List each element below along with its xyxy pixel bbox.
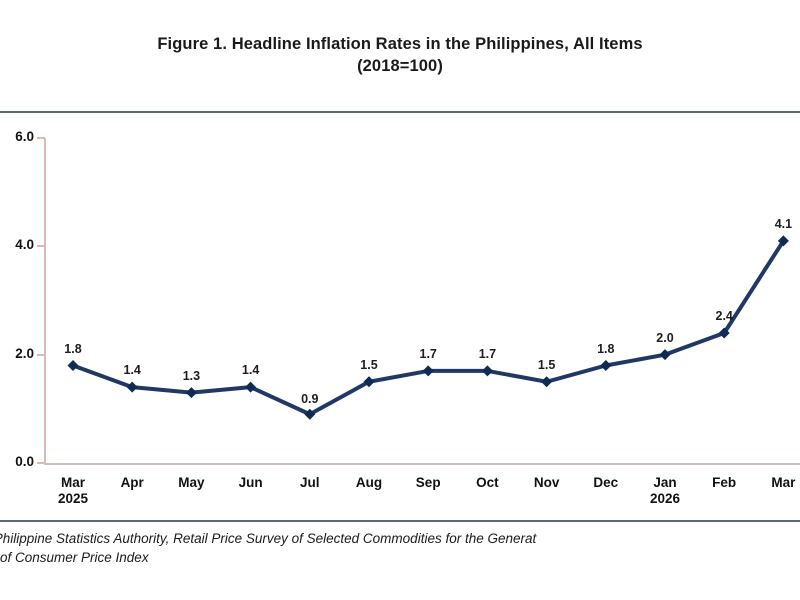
plot-area: In Percent 0.02.04.06.0 Mar2025AprMayJun… xyxy=(0,112,800,520)
x-axis-line xyxy=(44,463,800,465)
series-markers xyxy=(67,235,789,420)
x-axis-label: May xyxy=(178,475,204,491)
x-axis-label: Nov xyxy=(534,475,560,491)
x-axis-label: Aug xyxy=(356,475,382,491)
data-point-label: 0.9 xyxy=(301,392,319,407)
x-axis-label: Dec xyxy=(593,475,618,491)
series-marker xyxy=(185,387,197,399)
data-point-label: 2.4 xyxy=(715,309,733,323)
series-marker xyxy=(304,408,316,420)
data-point-label: 1.4 xyxy=(241,363,260,378)
x-axis-label: Mar 2025 xyxy=(58,475,88,507)
top-divider xyxy=(0,111,800,113)
x-axis-label-month: Mar xyxy=(771,475,796,490)
series-marker xyxy=(245,381,257,393)
x-axis-label-month: May xyxy=(178,475,205,490)
x-axis-label-month: Jan xyxy=(653,475,677,490)
series-marker xyxy=(363,376,375,388)
x-axis-label-month: Jun xyxy=(238,475,263,490)
x-axis-label: Apr xyxy=(121,475,144,491)
y-axis-tick-label: 6.0 xyxy=(15,129,34,144)
data-point-label: 2.0 xyxy=(656,330,674,345)
x-axis-label: Jun xyxy=(239,475,263,491)
data-point-label: 1.5 xyxy=(537,357,556,372)
series-marker xyxy=(659,349,671,361)
data-point-label: 1.5 xyxy=(360,357,378,372)
x-axis-label-month: Nov xyxy=(533,475,560,490)
data-point-label: 4.1 xyxy=(774,216,793,231)
bottom-divider xyxy=(0,520,800,522)
data-point-label: 1.8 xyxy=(597,341,615,356)
x-axis-label-month: Dec xyxy=(593,475,619,490)
data-point-label: 1.4 xyxy=(123,363,141,378)
series-marker xyxy=(777,235,789,247)
figure-title: Figure 1. Headline Inflation Rates in th… xyxy=(0,33,800,77)
y-axis-tick xyxy=(37,353,45,356)
x-axis-label: Oct xyxy=(476,475,499,491)
x-axis-label-month: Feb xyxy=(712,475,737,490)
x-axis-label-month: Mar xyxy=(60,475,86,490)
series-marker xyxy=(718,327,730,339)
x-axis-label-month: Apr xyxy=(120,475,144,490)
data-point-label: 1.3 xyxy=(182,368,201,383)
series-plot xyxy=(67,235,789,420)
x-axis-label-month: Aug xyxy=(355,475,383,490)
y-axis-tick-label: 4.0 xyxy=(15,237,34,253)
y-axis-tick-label: 0.0 xyxy=(15,454,34,469)
series-marker xyxy=(600,360,612,371)
series-marker xyxy=(541,376,553,388)
data-point-label: 1.8 xyxy=(64,341,82,356)
series-marker xyxy=(67,360,79,371)
y-axis-tick xyxy=(37,245,45,248)
x-axis-label-month: Jul xyxy=(300,475,320,490)
y-axis-tick xyxy=(37,137,45,139)
source-note-line-1: ce: Philippine Statistics Authority, Ret… xyxy=(0,531,537,546)
x-axis-label: Jul xyxy=(300,475,320,491)
y-axis-tick-label: 2.0 xyxy=(15,345,34,361)
x-axis-label-month: Oct xyxy=(476,475,499,490)
x-axis-label: Jan 2026 xyxy=(650,475,680,507)
y-axis-tick xyxy=(37,462,45,464)
data-point-label: 1.7 xyxy=(478,346,497,361)
figure-title-line-2: (2018=100) xyxy=(357,57,443,75)
x-axis-label: Sep xyxy=(416,475,441,491)
x-axis-label: Feb xyxy=(712,475,736,491)
x-axis-label-year: 2025 xyxy=(57,491,89,506)
source-note: ce: Philippine Statistics Authority, Ret… xyxy=(0,529,800,567)
figure-title-line-1: Figure 1. Headline Inflation Rates in th… xyxy=(157,35,643,53)
x-axis-label: Mar xyxy=(771,475,795,491)
data-point-label: 1.7 xyxy=(419,346,437,361)
y-axis-line xyxy=(44,138,46,463)
series-marker xyxy=(126,381,138,393)
series-line-path xyxy=(71,238,786,417)
source-note-line-2: of Consumer Price Index xyxy=(0,550,149,565)
series-marker xyxy=(481,365,493,377)
x-axis-label-month: Sep xyxy=(415,475,441,490)
x-axis-label-year: 2026 xyxy=(649,491,681,506)
series-marker xyxy=(422,365,434,377)
